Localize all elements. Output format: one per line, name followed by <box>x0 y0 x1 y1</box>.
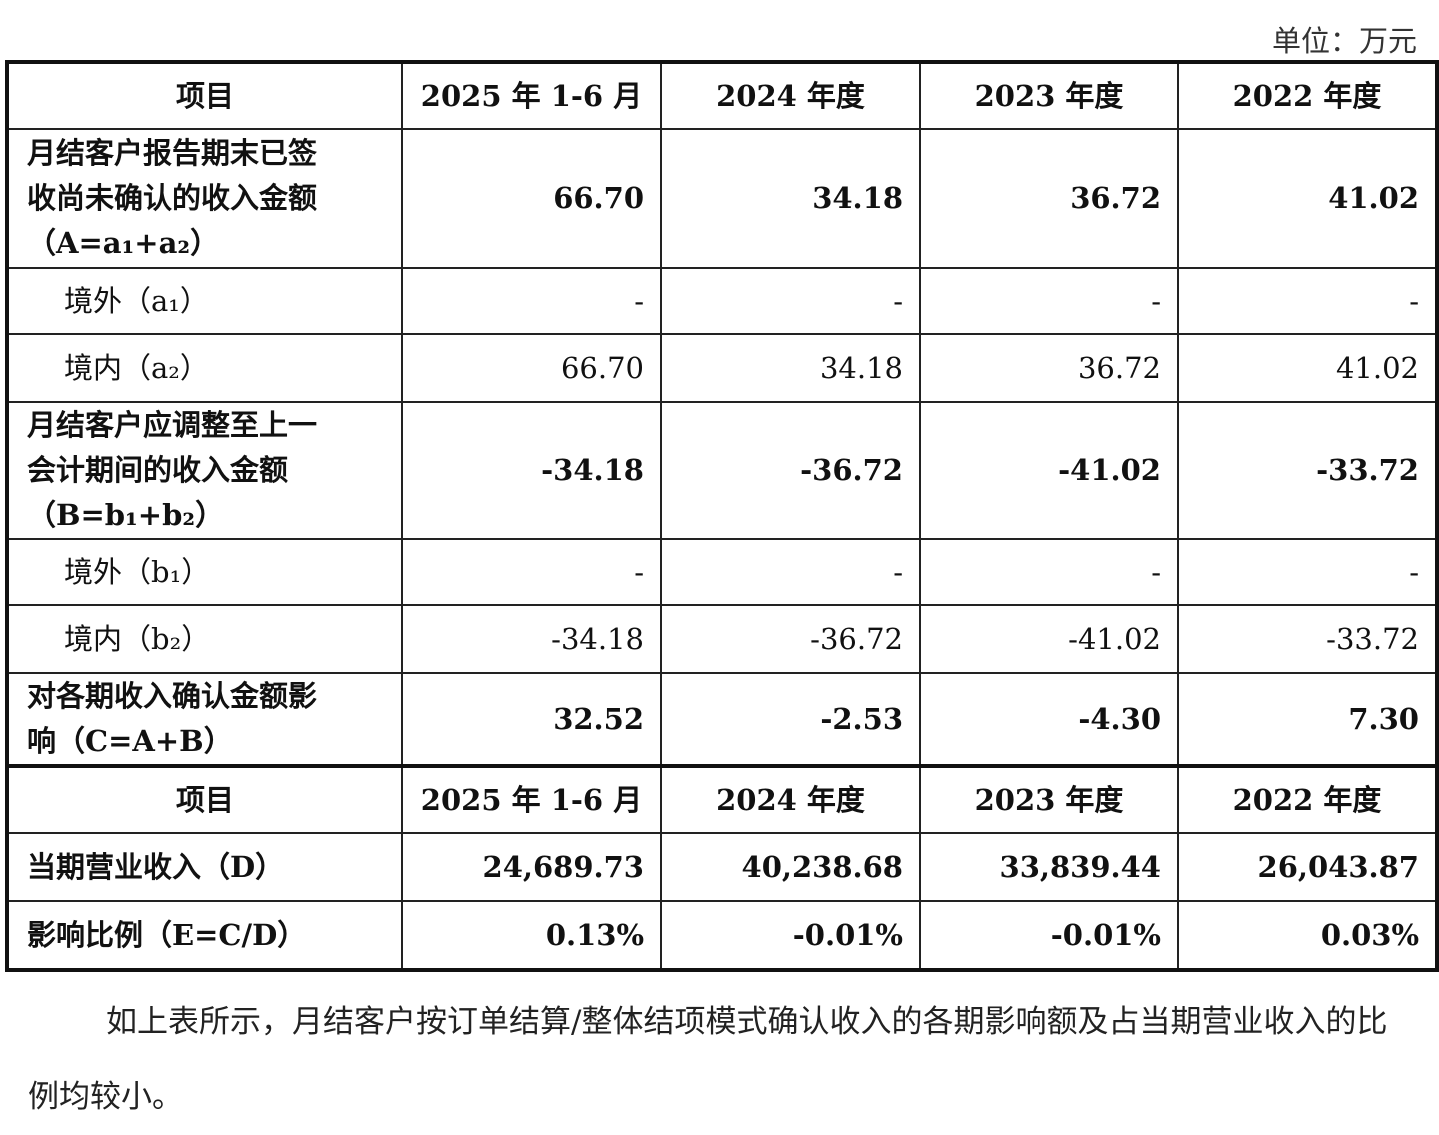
revenue-impact-table: 项目 2025 年 1-6 月 2024 年度 2023 年度 2022 年度 月结客户报… <box>5 60 1439 972</box>
row-label-line: 境外（b₁） <box>64 554 211 589</box>
cell-value: - <box>919 267 1179 335</box>
cell-value: 34.18 <box>660 128 921 269</box>
table-row: 境内（a₂） 66.70 34.18 36.72 41.02 <box>6 333 1438 403</box>
cell-value: - <box>401 267 662 335</box>
table-row: 当期营业收入（D） 24,689.73 40,238.68 33,839.44 26,0… <box>6 832 1438 902</box>
cell-value: -34.18 <box>401 401 662 540</box>
cell-value: 33,839.44 <box>919 832 1179 902</box>
cell-value: -33.72 <box>1177 604 1438 674</box>
cell-value: 41.02 <box>1177 333 1438 403</box>
row-label-line: 月结客户应调整至上一 <box>27 408 318 442</box>
cell-value: -34.18 <box>401 604 662 674</box>
cell-value: - <box>401 538 662 606</box>
row-label: 对各期收入确认金额影 响（C=A+B） <box>6 672 403 767</box>
table-row: 境外（b₁） - - - - <box>6 538 1438 606</box>
cell-value: 7.30 <box>1177 672 1438 767</box>
column-header: 项目 <box>6 764 403 834</box>
cell-value: 40,238.68 <box>660 832 921 902</box>
column-header: 2025 年 1-6 月 <box>401 61 662 130</box>
cell-value: -36.72 <box>660 604 921 674</box>
table-header-row: 项目 2025 年 1-6 月 2024 年度 2023 年度 2022 年度 <box>6 61 1438 130</box>
column-header: 2025 年 1-6 月 <box>401 764 662 834</box>
cell-value: -4.30 <box>919 672 1179 767</box>
table-row: 境外（a₁） - - - - <box>6 267 1438 335</box>
cell-value: - <box>660 267 921 335</box>
unit-label: 单位：万元 <box>1271 24 1417 58</box>
row-label: 月结客户报告期末已签 收尚未确认的收入金额 （A=a₁+a₂） <box>6 128 403 269</box>
table-row: 月结客户应调整至上一 会计期间的收入金额 （B=b₁+b₂） -34.18 -36.72… <box>6 401 1438 540</box>
column-header: 2024 年度 <box>660 764 921 834</box>
cell-value: 36.72 <box>919 333 1179 403</box>
column-header: 项目 <box>6 61 403 130</box>
row-label-line: （A=a₁+a₂） <box>27 226 220 260</box>
row-label-line: 境外（a₁） <box>64 283 209 318</box>
row-label: 境外（a₁） <box>6 267 403 335</box>
cell-value: -36.72 <box>660 401 921 540</box>
row-label-line: 境内（b₂） <box>64 621 211 656</box>
column-header: 2023 年度 <box>919 61 1179 130</box>
cell-value: 0.13% <box>401 900 662 971</box>
cell-value: -41.02 <box>919 401 1179 540</box>
row-label-line: 会计期间的收入金额 <box>27 453 289 487</box>
cell-value: -0.01% <box>660 900 921 971</box>
row-label-line: 对各期收入确认金额影 <box>27 679 318 713</box>
row-label: 境内（b₂） <box>6 604 403 674</box>
row-label-line: （B=b₁+b₂） <box>27 498 225 532</box>
column-header: 2022 年度 <box>1177 764 1438 834</box>
cell-value: 41.02 <box>1177 128 1438 269</box>
cell-value: 24,689.73 <box>401 832 662 902</box>
cell-value: 66.70 <box>401 128 662 269</box>
cell-value: - <box>660 538 921 606</box>
row-label-line: 响（C=A+B） <box>27 724 233 758</box>
row-label: 月结客户应调整至上一 会计期间的收入金额 （B=b₁+b₂） <box>6 401 403 540</box>
cell-value: 34.18 <box>660 333 921 403</box>
cell-value: - <box>1177 267 1438 335</box>
cell-value: -41.02 <box>919 604 1179 674</box>
cell-value: 0.03% <box>1177 900 1438 971</box>
table-header-row: 项目 2025 年 1-6 月 2024 年度 2023 年度 2022 年度 <box>6 764 1438 834</box>
row-label: 境内（a₂） <box>6 333 403 403</box>
column-header: 2024 年度 <box>660 61 921 130</box>
table-row: 对各期收入确认金额影 响（C=A+B） 32.52 -2.53 -4.30 7.30 <box>6 672 1438 767</box>
cell-value: 26,043.87 <box>1177 832 1438 902</box>
cell-value: - <box>919 538 1179 606</box>
cell-value: - <box>1177 538 1438 606</box>
table-row: 境内（b₂） -34.18 -36.72 -41.02 -33.72 <box>6 604 1438 674</box>
cell-value: 32.52 <box>401 672 662 767</box>
cell-value: -33.72 <box>1177 401 1438 540</box>
table-row: 月结客户报告期末已签 收尚未确认的收入金额 （A=a₁+a₂） 66.70 34.18 3… <box>6 128 1438 269</box>
cell-value: 36.72 <box>919 128 1179 269</box>
body-paragraph: 如上表所示，月结客户按订单结算/整体结项模式确认收入的各期影响额及占当期营业收入… <box>28 1004 1388 1115</box>
cell-value: -0.01% <box>919 900 1179 971</box>
column-header: 2023 年度 <box>919 764 1179 834</box>
table-row: 影响比例（E=C/D） 0.13% -0.01% -0.01% 0.03% <box>6 900 1438 971</box>
row-label-line: 收尚未确认的收入金额 <box>27 181 318 215</box>
row-label-line: 境内（a₂） <box>64 350 209 385</box>
cell-value: 66.70 <box>401 333 662 403</box>
cell-value: -2.53 <box>660 672 921 767</box>
row-label: 影响比例（E=C/D） <box>6 900 403 971</box>
row-label: 当期营业收入（D） <box>6 832 403 902</box>
column-header: 2022 年度 <box>1177 61 1438 130</box>
row-label: 境外（b₁） <box>6 538 403 606</box>
row-label-line: 月结客户报告期末已签 <box>27 136 318 170</box>
